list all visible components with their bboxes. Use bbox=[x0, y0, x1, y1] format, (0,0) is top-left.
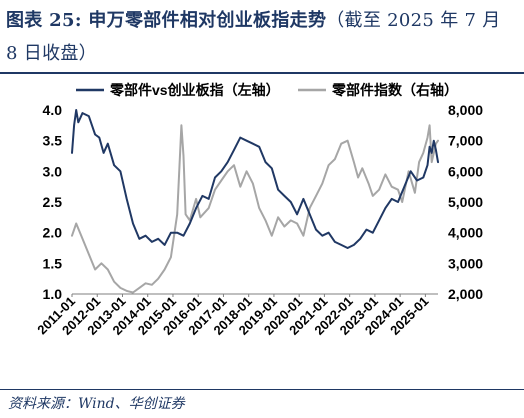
left-y-tick-label: 3.5 bbox=[43, 133, 63, 149]
right-y-tick-label: 8,000 bbox=[448, 102, 483, 118]
figure-title-suffix: （截至 2025 年 7 月 8 日收盘） bbox=[6, 10, 501, 64]
figure-label: 图表 25: bbox=[6, 10, 82, 31]
source-note: 资料来源：Wind、华创证券 bbox=[8, 396, 185, 412]
right-y-tick-label: 4,000 bbox=[448, 225, 483, 241]
left-y-tick-label: 3.0 bbox=[43, 163, 63, 179]
dual-axis-line-chart: 零部件vs创业板指（左轴） 零部件指数（右轴） 1.0 1.5 2.0 2.5 3.0 3.… bbox=[34, 82, 483, 338]
left-y-tick-label: 4.0 bbox=[43, 102, 63, 118]
right-y-tick-label: 6,000 bbox=[448, 163, 483, 179]
figure-title-main: 申万零部件相对创业板指走势 bbox=[88, 10, 327, 31]
right-y-tick-label: 2,000 bbox=[448, 286, 483, 302]
series-line-left-axis bbox=[71, 109, 439, 249]
legend-label: 零部件vs创业板指（左轴） bbox=[109, 82, 280, 98]
x-axis: 2011-012012-012013-012014-012015-012016-… bbox=[34, 293, 438, 338]
left-y-tick-label: 2.5 bbox=[43, 194, 63, 210]
right-y-axis: 2,000 3,000 4,000 5,000 6,000 7,000 8,000 bbox=[448, 102, 483, 302]
left-y-tick-label: 1.0 bbox=[43, 286, 63, 302]
left-y-tick-label: 2.0 bbox=[43, 225, 63, 241]
title-rule bbox=[0, 72, 524, 74]
right-y-tick-label: 5,000 bbox=[448, 194, 483, 210]
left-y-axis: 1.0 1.5 2.0 2.5 3.0 3.5 4.0 bbox=[43, 102, 63, 302]
right-y-tick-label: 3,000 bbox=[448, 255, 483, 271]
left-y-tick-label: 1.5 bbox=[43, 255, 63, 271]
source-rule bbox=[0, 389, 524, 390]
series-line-right-axis bbox=[71, 124, 439, 294]
series-layer bbox=[71, 109, 439, 294]
legend: 零部件vs创业板指（左轴） 零部件指数（右轴） bbox=[76, 82, 458, 98]
legend-label: 零部件指数（右轴） bbox=[331, 82, 458, 98]
right-y-tick-label: 7,000 bbox=[448, 133, 483, 149]
figure-title: 图表 25: 申万零部件相对创业板指走势（截至 2025 年 7 月 8 日收盘… bbox=[6, 4, 518, 70]
